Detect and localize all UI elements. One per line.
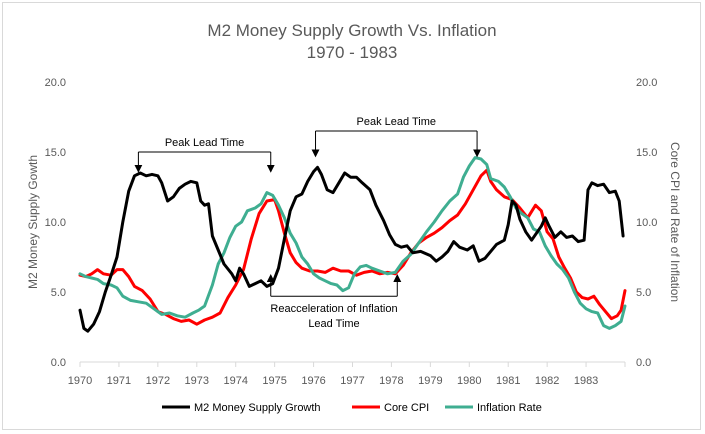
x-tick-label: 1977 [340,375,364,387]
x-tick-label: 1973 [185,375,209,387]
x-axis-ticks: 1970 1971 1972 1973 1974 1975 1976 1977 1978 1979… [68,362,626,387]
legend: M2 Money Supply Growth Core CPI Inflatio… [162,402,542,414]
y-left-tick-label: 10.0 [45,217,66,229]
x-tick-label: 1974 [223,375,247,387]
legend-label-core-cpi: Core CPI [384,402,429,414]
annotation-1: Peak Lead Time [134,137,275,173]
y-left-tick-label: 0.0 [51,357,66,369]
y-left-tick-label: 5.0 [51,287,66,299]
y-axis-left-ticks: 0.0 5.0 10.0 15.0 20.0 [45,77,66,369]
y-right-tick-label: 10.0 [636,217,657,229]
y-axis-left-title: M2 Money Supply Gowth [26,155,40,289]
x-tick-label: 1975 [262,375,286,387]
chart-title: M2 Money Supply Growth Vs. Inflation [207,21,496,40]
y-axis-right-ticks: 0.0 5.0 10.0 15.0 20.0 [636,77,657,369]
x-tick-label: 1982 [535,375,559,387]
annotation-label: Reacceleration of Inflation [270,303,397,315]
y-axis-right-title: Core CPI and Rate of Inflation [668,142,682,302]
x-tick-label: 1970 [68,375,92,387]
inflation-rate-line [78,156,627,330]
series-lines [78,156,627,333]
x-tick-label: 1972 [146,375,170,387]
y-right-tick-label: 15.0 [636,147,657,159]
m2-money-supply-line [78,165,625,333]
x-tick-label: 1980 [457,375,481,387]
annotation-label: Peak Lead Time [165,137,245,149]
x-tick-label: 1979 [418,375,442,387]
chart-subtitle: 1970 - 1983 [307,43,398,62]
x-tick-label: 1978 [379,375,403,387]
annotation-label: Peak Lead Time [357,116,437,128]
y-right-tick-label: 5.0 [636,287,651,299]
x-tick-label: 1983 [574,375,598,387]
annotation-3: Reacceleration of Inflation Lead Time [266,274,402,330]
annotations: Peak Lead Time Peak Lead Time Reaccelerati… [134,116,482,330]
x-tick-label: 1981 [496,375,520,387]
legend-label-inflation: Inflation Rate [477,402,542,414]
y-left-tick-label: 20.0 [45,77,66,89]
x-tick-label: 1976 [301,375,325,387]
x-tick-label: 1971 [107,375,131,387]
y-left-tick-label: 15.0 [45,147,66,159]
annotation-2: Peak Lead Time [311,116,482,158]
y-right-tick-label: 20.0 [636,77,657,89]
core-cpi-line [78,168,627,326]
legend-label-m2: M2 Money Supply Growth [194,402,321,414]
y-right-tick-label: 0.0 [636,357,651,369]
annotation-label-line2: Lead Time [308,318,359,330]
